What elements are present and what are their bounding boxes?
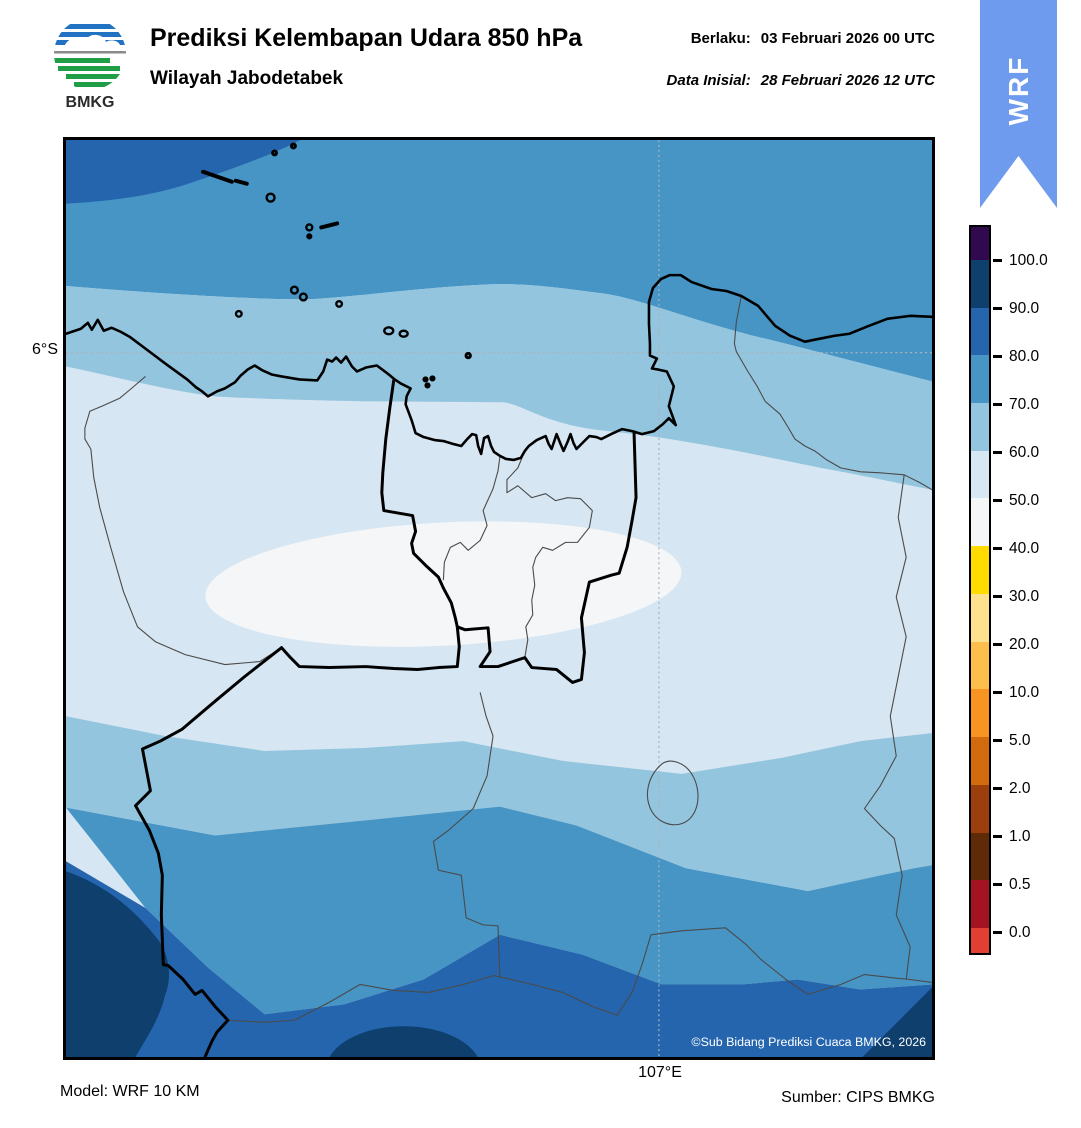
colorbar-tick-label: 80.0 — [1009, 348, 1040, 365]
map-copyright: ©Sub Bidang Prediksi Cuaca BMKG, 2026 — [691, 1035, 926, 1049]
colorbar-tick — [993, 451, 1002, 454]
lat-axis-label: 6°S — [32, 341, 58, 358]
colorbar-tick-label: 20.0 — [1009, 636, 1040, 653]
colorbar-segment — [971, 307, 989, 356]
colorbar-segment — [971, 546, 989, 594]
map-panel: ©Sub Bidang Prediksi Cuaca BMKG, 2026 — [63, 137, 935, 1060]
source-label: Sumber: CIPS BMKG — [781, 1089, 935, 1106]
page-subtitle: Wilayah Jabodetabek — [150, 68, 344, 89]
colorbar-segment — [971, 403, 989, 451]
colorbar-segment — [971, 355, 989, 404]
colorbar-tick — [993, 403, 1002, 406]
colorbar-segment — [971, 689, 989, 738]
colorbar-tick — [993, 547, 1002, 550]
band-upper-rh-60-70 — [66, 284, 932, 490]
colorbar-tick — [993, 931, 1002, 934]
colorbar-tick-label: 10.0 — [1009, 684, 1040, 701]
colorbar-segment — [971, 227, 989, 260]
band-navy-bottomcenter — [329, 1026, 478, 1057]
valid-time-line: Berlaku: 03 Februari 2026 00 UTC — [691, 30, 935, 47]
init-time-value: 28 Februari 2026 12 UTC — [760, 72, 935, 89]
graticule — [66, 140, 932, 1057]
colorbar-tick-label: 2.0 — [1009, 780, 1031, 797]
band-upper-rh-70-80 — [66, 140, 932, 382]
colorbar-segment — [971, 259, 989, 308]
init-time-line: Data Inisial: 28 Februari 2026 12 UTC — [667, 72, 935, 89]
band-navy-bottomleft — [66, 871, 169, 1057]
islands — [201, 142, 472, 389]
page-title: Prediksi Kelembapan Udara 850 hPa — [150, 24, 583, 52]
colorbar-tick — [993, 883, 1002, 886]
colorbar-segment — [971, 784, 989, 833]
valid-time-value: 03 Februari 2026 00 UTC — [760, 30, 935, 47]
band-lower-rh-60-70 — [66, 716, 932, 892]
colorbar-tick — [993, 355, 1002, 358]
colorbar-tick — [993, 739, 1002, 742]
colorbar-tick-label: 1.0 — [1009, 828, 1031, 845]
colorbar-tick-label: 90.0 — [1009, 300, 1040, 317]
colorbar-tick — [993, 307, 1002, 310]
colorbar-tick — [993, 691, 1002, 694]
colorbar-segment — [971, 498, 989, 547]
colorbar-tick — [993, 835, 1002, 838]
wrf-ribbon-label: WRF — [1002, 55, 1034, 126]
colorbar-tick-label: 60.0 — [1009, 444, 1040, 461]
colorbar-segment — [971, 928, 989, 953]
model-label: Model: WRF 10 KM — [60, 1083, 200, 1100]
admin-boundaries-thick — [134, 378, 638, 1057]
colorbar-tick-label: 40.0 — [1009, 540, 1040, 557]
colorbar-tick-label: 100.0 — [1009, 252, 1048, 269]
band-lower-rh-70-80 — [66, 806, 932, 1015]
colorbar — [969, 225, 991, 955]
colorbar-tick — [993, 499, 1002, 502]
contour-bands — [66, 140, 932, 1057]
colorbar-tick-label: 0.5 — [1009, 876, 1031, 893]
bmkg-logo-text: BMKG — [66, 94, 115, 110]
colorbar-segment — [971, 593, 989, 642]
colorbar-tick-label: 0.0 — [1009, 924, 1031, 941]
colorbar-tick — [993, 595, 1002, 598]
lon-axis-label: 107°E — [638, 1064, 682, 1081]
wrf-ribbon: WRF — [980, 0, 1057, 208]
coastline — [66, 273, 932, 462]
colorbar-segment — [971, 880, 989, 929]
init-time-label: Data Inisial: — [666, 72, 751, 89]
colorbar-tick-label: 70.0 — [1009, 396, 1040, 413]
colorbar-segment — [971, 737, 989, 785]
colorbar-segments — [971, 227, 989, 953]
colorbar-tick-label: 30.0 — [1009, 588, 1040, 605]
colorbar-tick — [993, 787, 1002, 790]
admin-boundaries-thin — [84, 295, 932, 1023]
bmkg-logo: BMKG — [52, 14, 132, 111]
valid-time-label: Berlaku: — [690, 30, 751, 47]
colorbar-segment — [971, 641, 989, 690]
weather-map: ©Sub Bidang Prediksi Cuaca BMKG, 2026 — [66, 140, 932, 1057]
colorbar-tick-label: 50.0 — [1009, 492, 1040, 509]
band-topleft-rh-80-90 — [66, 140, 301, 204]
bmkg-logo-graphic: BMKG — [54, 18, 126, 111]
colorbar-tick-label: 5.0 — [1009, 732, 1031, 749]
colorbar-segment — [971, 832, 989, 881]
colorbar-segment — [971, 450, 989, 499]
colorbar-tick — [993, 259, 1002, 262]
band-rh-40-50-ellipse — [205, 521, 682, 647]
colorbar-tick — [993, 643, 1002, 646]
